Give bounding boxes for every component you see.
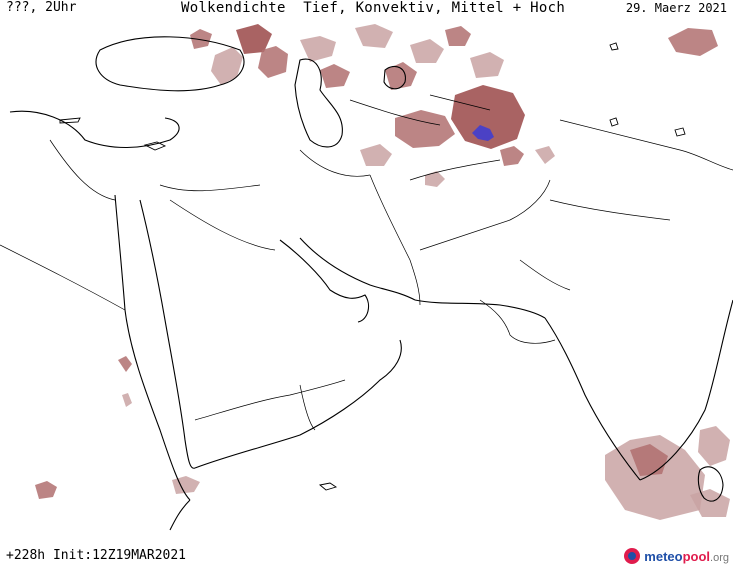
cloud-area bbox=[535, 146, 555, 164]
border-line bbox=[299, 384, 316, 431]
border-line bbox=[429, 94, 491, 111]
logo-text: meteopool.org bbox=[644, 548, 729, 564]
cloud-area bbox=[500, 146, 524, 166]
cloud-area bbox=[320, 64, 350, 88]
red-sea-east-coast bbox=[139, 199, 196, 469]
border-line bbox=[169, 199, 276, 251]
border-line bbox=[559, 119, 733, 171]
socotra-coast bbox=[318, 482, 338, 491]
border-line bbox=[299, 149, 371, 177]
islands bbox=[59, 42, 686, 491]
horn-of-africa-coast bbox=[169, 499, 191, 531]
gulf-east-shore bbox=[299, 237, 416, 301]
border-line bbox=[419, 179, 551, 251]
border-line bbox=[49, 139, 116, 201]
border-line bbox=[349, 99, 441, 126]
cloud-area bbox=[300, 36, 336, 62]
cloud-area bbox=[258, 46, 288, 78]
cloud-area bbox=[395, 110, 455, 148]
iran-south-coast bbox=[414, 299, 546, 319]
run-info: +228h Init:12Z19MAR2021 bbox=[6, 548, 187, 563]
cyprus-coast bbox=[143, 141, 167, 151]
weather-map bbox=[0, 24, 733, 531]
black-sea-coast bbox=[95, 36, 245, 92]
island-outline bbox=[674, 127, 686, 137]
border-line bbox=[409, 159, 501, 181]
persian-gulf-coast bbox=[279, 239, 370, 323]
island-outline bbox=[609, 42, 619, 51]
mediterranean-coast bbox=[9, 110, 180, 149]
cloud-area bbox=[605, 435, 705, 520]
cloud-area bbox=[385, 62, 417, 90]
cloud-area bbox=[35, 481, 57, 499]
border-line bbox=[479, 299, 556, 344]
cloud-cover-layer bbox=[35, 24, 730, 520]
cloud-area bbox=[172, 476, 200, 494]
caspian-sea-coast bbox=[294, 58, 343, 148]
sri-lanka-coast bbox=[697, 466, 724, 502]
cloud-area bbox=[122, 393, 132, 407]
date-label: 29. Maerz 2021 bbox=[625, 1, 727, 15]
borders bbox=[0, 94, 733, 431]
cloud-area bbox=[690, 489, 730, 517]
border-line bbox=[519, 259, 571, 291]
cloud-area bbox=[451, 85, 525, 149]
cloud-area bbox=[698, 426, 730, 466]
cloud-area bbox=[425, 171, 445, 187]
cloud-area bbox=[355, 24, 393, 48]
border-line bbox=[0, 244, 126, 311]
aral-sea-coast bbox=[383, 65, 406, 90]
cloud-area bbox=[668, 28, 718, 56]
cloud-area bbox=[410, 39, 444, 63]
cloud-area bbox=[190, 29, 212, 49]
meteopool-logo[interactable]: meteopool.org bbox=[624, 548, 729, 564]
india-west-coast bbox=[544, 317, 641, 481]
map-title: Wolkendichte Tief, Konvektiv, Mittel + H… bbox=[181, 0, 566, 16]
cloud-area bbox=[470, 52, 504, 78]
cloud-area bbox=[630, 444, 668, 476]
cloud-area bbox=[445, 26, 471, 46]
border-line bbox=[369, 174, 421, 306]
border-line bbox=[194, 379, 346, 421]
arabia-south-coast bbox=[194, 339, 402, 469]
cloud-area bbox=[211, 47, 243, 85]
red-sea-west-coast bbox=[114, 194, 191, 501]
cloud-area bbox=[236, 24, 272, 54]
coastlines bbox=[9, 36, 733, 531]
crete-coast bbox=[59, 117, 81, 124]
india-east-coast bbox=[639, 299, 733, 481]
border-line bbox=[549, 199, 671, 221]
border-line bbox=[159, 184, 261, 192]
convective-cloud bbox=[472, 125, 494, 141]
cloud-area bbox=[360, 144, 392, 166]
cloud-area bbox=[118, 356, 132, 372]
time-label: ???, 2Uhr bbox=[6, 0, 77, 15]
meteopool-logo-icon bbox=[624, 548, 641, 564]
island-outline bbox=[609, 117, 619, 127]
